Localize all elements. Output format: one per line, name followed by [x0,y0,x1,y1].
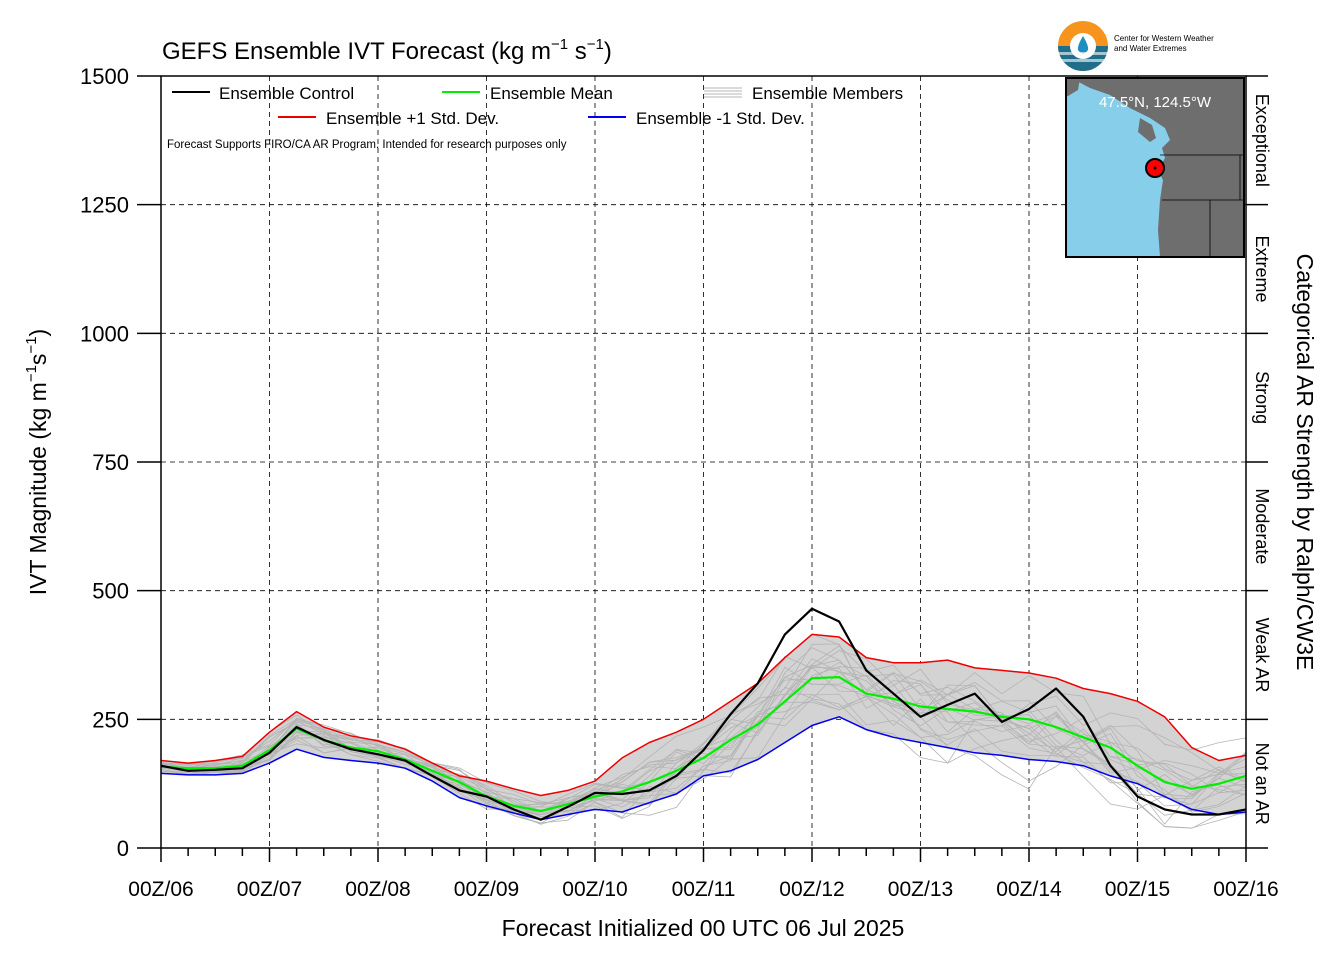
y-tick-label: 750 [92,450,129,475]
ar-category-label: Moderate [1252,488,1272,564]
ar-category-axis: Not an AR Weak AR Moderate Strong Extreme Exc… [1246,75,1272,849]
series-line-plus-sd [161,633,1246,797]
legend-label-control: Ensemble Control [219,84,354,103]
logo-text-line2: and Water Extremes [1114,44,1187,53]
y-tick-label: 250 [92,707,129,732]
ensemble-member-line [161,691,1246,817]
location-map-inset: 47.5°N, 124.5°W [1065,77,1245,258]
x-tick-label: 00Z/09 [454,878,519,901]
disclaimer-text: Forecast Supports FIRO/CA AR Program. In… [167,139,567,151]
ar-category-label: Not an AR [1252,743,1272,825]
series-lines [161,607,1246,821]
x-tick-label: 00Z/16 [1213,878,1278,901]
ar-category-label: Extreme [1252,235,1272,302]
x-tick-label: 00Z/12 [779,878,844,901]
logo-text-line1: Center for Western Weather [1114,34,1214,43]
x-tick-label: 00Z/08 [345,878,410,901]
x-tick-label: 00Z/14 [996,878,1062,901]
legend-swatch-members [704,87,742,98]
ensemble-member-line [161,643,1246,825]
ensemble-member-line [161,664,1246,812]
y-tick-label: 0 [117,836,129,861]
x-axis: 00Z/06 00Z/07 00Z/08 00Z/09 00Z/10 00Z/11 00Z/… [128,848,1279,901]
x-axis-label: Forecast Initialized 00 UTC 06 Jul 2025 [502,915,905,941]
legend-label-members: Ensemble Members [752,84,903,103]
map-land [1070,78,1244,257]
y-tick-label: 1500 [80,64,129,89]
y-tick-label: 1000 [80,321,129,346]
x-tick-label: 00Z/10 [562,878,627,901]
y-axis-label: IVT Magnitude (kg m−1s−1) [23,329,51,595]
x-tick-label: 00Z/11 [672,878,736,901]
y-tick-label: 500 [92,579,129,604]
ensemble-member-line [161,666,1246,808]
map-coordinates: 47.5°N, 124.5°W [1099,94,1212,111]
y-tick-label: 1250 [80,193,129,218]
ensemble-member-line [161,650,1246,813]
series-line-control [161,607,1246,821]
y-axis: 0 250 500 750 1000 1250 1500 [80,64,161,861]
legend: Ensemble Control Ensemble Mean Ensemble … [167,84,903,151]
x-tick-label: 00Z/13 [888,878,953,901]
legend-label-plus-sd: Ensemble +1 Std. Dev. [326,109,499,128]
ensemble-member-line [161,666,1246,806]
ar-category-label: Weak AR [1252,618,1272,693]
legend-label-minus-sd: Ensemble -1 Std. Dev. [636,109,805,128]
series-line-mean [161,675,1246,813]
ar-category-label: Strong [1252,371,1272,424]
ensemble-member-line [161,680,1246,824]
ensemble-member-line [161,659,1246,816]
ensemble-member-line [161,658,1246,812]
ar-category-label: Exceptional [1252,94,1272,187]
legend-label-mean: Ensemble Mean [490,84,613,103]
chart-title: GEFS Ensemble IVT Forecast (kg m−1 s−1) [162,36,612,65]
series-line-minus-sd [161,716,1246,821]
right-axis-label: Categorical AR Strength by Ralph/CW3E [1292,254,1318,671]
ensemble-member-line [161,671,1246,824]
x-tick-label: 00Z/06 [128,878,193,901]
x-tick-label: 00Z/07 [237,878,302,901]
cw3e-logo: Center for Western Weather and Water Ext… [1058,21,1214,71]
x-tick-label: 00Z/15 [1105,878,1170,901]
